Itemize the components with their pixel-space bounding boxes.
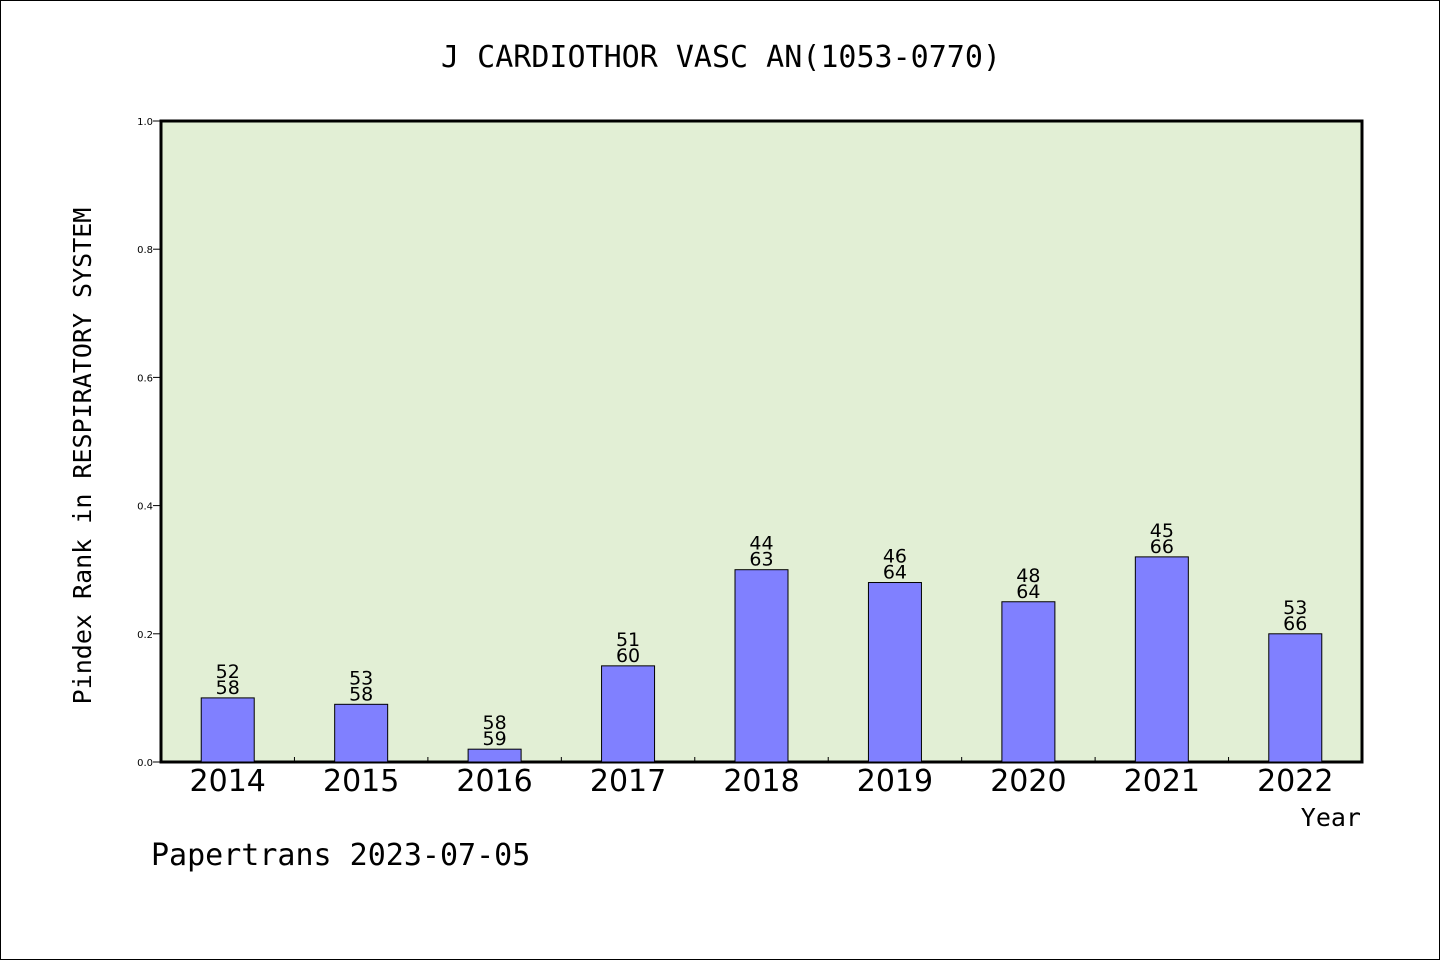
bar-rank-label: 46 xyxy=(883,546,907,568)
x-tick-label: 2017 xyxy=(590,764,666,799)
bar-total-label: 59 xyxy=(483,728,507,750)
bar-total-label: 66 xyxy=(1283,613,1307,635)
bar-rank-label: 51 xyxy=(616,629,640,651)
y-tick-label: 0.8 xyxy=(137,245,153,256)
x-tick-label: 2015 xyxy=(323,764,399,799)
bar-2022 xyxy=(1268,633,1323,763)
y-axis-label: Pindex Rank in RESPIRATORY SYSTEM xyxy=(68,208,97,705)
bar-total-label: 66 xyxy=(1150,536,1174,558)
y-tick-label: 0.2 xyxy=(137,630,153,641)
bar-total-label: 63 xyxy=(749,549,773,571)
y-tick-label: 0.4 xyxy=(137,502,153,513)
x-tick-label: 2014 xyxy=(190,764,266,799)
bar-total-label: 64 xyxy=(883,562,907,584)
x-tick-label: 2019 xyxy=(857,764,933,799)
chart-title: J CARDIOTHOR VASC AN(1053-0770) xyxy=(441,40,1001,75)
bar-2019 xyxy=(867,582,922,763)
bar-total-label: 58 xyxy=(216,677,240,699)
bar-series xyxy=(200,556,1323,763)
bar-2014 xyxy=(200,697,255,763)
bar-2016 xyxy=(467,748,522,763)
footer-credit: Papertrans 2023-07-05 xyxy=(151,838,530,873)
bar-rank-label: 53 xyxy=(349,667,373,689)
bar-2021 xyxy=(1134,556,1189,763)
y-tick-label: 1.0 xyxy=(137,117,153,128)
y-tick-label: 0.0 xyxy=(137,758,153,769)
bar-rank-label: 48 xyxy=(1016,565,1040,587)
bar-2018 xyxy=(734,569,789,763)
bar-rank-label: 58 xyxy=(483,712,507,734)
bar-2020 xyxy=(1001,601,1056,763)
bar-total-label: 60 xyxy=(616,645,640,667)
bar-2015 xyxy=(334,703,389,763)
x-axis-label: Year xyxy=(1301,803,1361,832)
bar-2017 xyxy=(601,665,656,763)
x-tick-label: 2020 xyxy=(990,764,1066,799)
bar-rank-label: 45 xyxy=(1150,520,1174,542)
bar-total-label: 58 xyxy=(349,683,373,705)
bar-rank-label: 52 xyxy=(216,661,240,683)
y-tick-label: 0.6 xyxy=(137,373,153,384)
bar-total-label: 64 xyxy=(1016,581,1040,603)
x-tick-label: 2016 xyxy=(456,764,532,799)
y-axis: 0.0 0.2 0.4 0.6 0.8 1.0 xyxy=(137,117,161,769)
x-tick-label: 2022 xyxy=(1257,764,1333,799)
bar-rank-label: 53 xyxy=(1283,597,1307,619)
x-tick-label: 2021 xyxy=(1124,764,1200,799)
x-axis: 2014 2015 2016 2017 2018 2019 2020 2021 2022 xyxy=(190,757,1333,799)
bar-rank-label: 44 xyxy=(749,533,773,555)
x-tick-label: 2018 xyxy=(723,764,799,799)
